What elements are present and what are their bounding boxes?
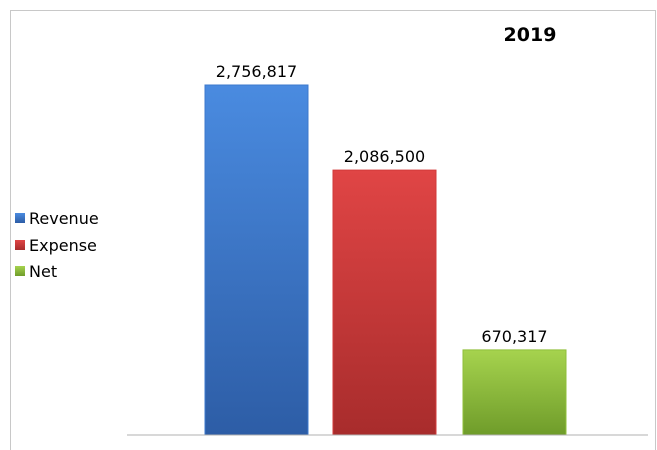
data-label-net: 670,317 xyxy=(481,327,547,346)
data-label-expense: 2,086,500 xyxy=(344,147,425,166)
legend-label-expense: Expense xyxy=(29,236,97,255)
data-label-revenue: 2,756,817 xyxy=(216,62,297,81)
chart-title: 2019 xyxy=(504,24,557,46)
data-labels-group: 2,756,817 2,086,500 670,317 xyxy=(216,62,548,346)
legend: Revenue Expense Net xyxy=(15,209,99,281)
legend-swatch-net xyxy=(15,266,25,276)
bar-revenue xyxy=(204,84,309,436)
bars-group xyxy=(204,84,567,436)
legend-swatch-expense xyxy=(15,240,25,250)
bar-net xyxy=(462,349,567,436)
legend-swatch-revenue xyxy=(15,213,25,223)
legend-label-net: Net xyxy=(29,262,57,281)
bar-expense xyxy=(332,169,437,436)
legend-label-revenue: Revenue xyxy=(29,209,99,228)
